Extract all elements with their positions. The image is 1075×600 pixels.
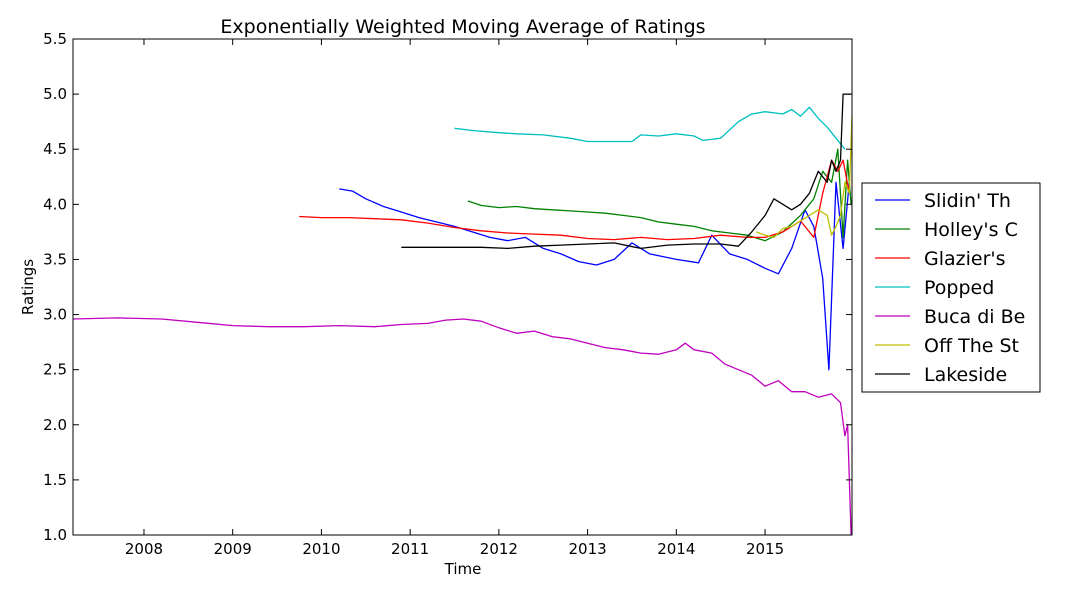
- x-tick-label: 2014: [657, 540, 695, 558]
- x-tick-label: 2008: [125, 540, 163, 558]
- x-tick-label: 2010: [302, 540, 340, 558]
- legend-label: Lakeside: [924, 364, 1007, 386]
- x-tick-label: 2012: [480, 540, 518, 558]
- plot-area: [73, 93, 852, 535]
- y-tick-label: 3.0: [43, 306, 67, 324]
- legend-label: Glazier's: [924, 248, 1006, 270]
- legend-label: Holley's C: [924, 219, 1018, 241]
- y-axis: 1.0 1.5 2.0 2.5 3.0 3.5 4.0 4.5 5.0 5.5: [43, 30, 852, 544]
- x-axis-label: Time: [444, 560, 482, 578]
- x-tick-label: 2015: [746, 540, 784, 558]
- series-line-0: [339, 181, 850, 371]
- legend-label: Popped: [924, 277, 994, 299]
- y-tick-label: 5.0: [43, 85, 67, 103]
- chart-title: Exponentially Weighted Moving Average of…: [220, 16, 705, 38]
- x-axis: 2008 2009 2010 2011 2012 2013 2014 2015: [125, 39, 784, 558]
- y-tick-label: 4.5: [43, 140, 67, 158]
- series-line-3: [454, 106, 846, 150]
- y-tick-label: 1.0: [43, 526, 67, 544]
- x-tick-label: 2009: [214, 540, 252, 558]
- legend-label: Buca di Be: [924, 306, 1025, 328]
- x-tick-label: 2013: [569, 540, 607, 558]
- series-line-5: [755, 116, 852, 239]
- y-tick-label: 4.0: [43, 195, 67, 213]
- y-tick-label: 2.0: [43, 416, 67, 434]
- series-line-6: [401, 93, 852, 250]
- y-tick-label: 5.5: [43, 30, 67, 48]
- legend-label: Slidin' Th: [924, 190, 1011, 212]
- legend-label: Off The St: [924, 335, 1019, 357]
- series-line-1: [467, 148, 852, 242]
- series-line-4: [73, 317, 852, 535]
- y-tick-label: 3.5: [43, 250, 67, 268]
- series-line-2: [299, 159, 850, 241]
- x-tick-label: 2011: [391, 540, 429, 558]
- plot-frame: [72, 38, 853, 536]
- legend: Slidin' Th Holley's C Glazier's Popped Buca …: [861, 182, 1041, 393]
- y-axis-label: Ratings: [19, 259, 37, 315]
- y-tick-label: 2.5: [43, 361, 67, 379]
- y-tick-label: 1.5: [43, 471, 67, 489]
